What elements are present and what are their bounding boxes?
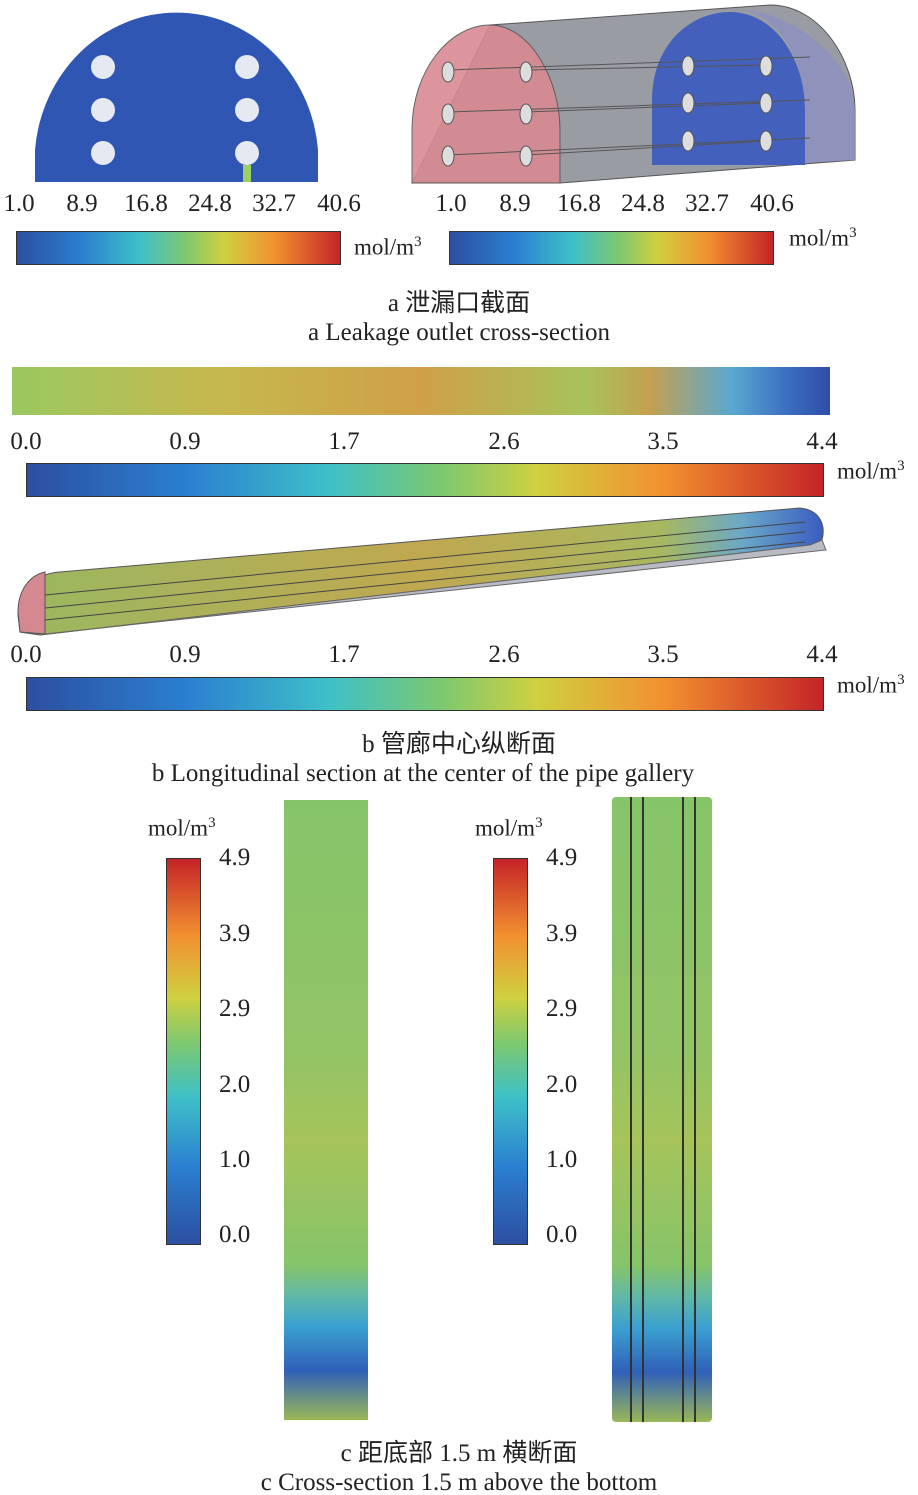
pipe-outline <box>630 797 644 1422</box>
tick-label: 1.0 <box>435 190 467 217</box>
cross-section-contour-right <box>612 797 712 1422</box>
pipe-gallery-3d-view <box>17 507 827 636</box>
tick-label: 8.9 <box>499 190 531 217</box>
caption-b-en: b Longitudinal section at the center of … <box>151 760 695 787</box>
tick-label: 32.7 <box>685 190 729 217</box>
tick-label: 4.9 <box>546 844 578 871</box>
tunnel-3d-view <box>411 4 856 184</box>
tick-label: 16.8 <box>124 190 168 217</box>
tick-label: 2.6 <box>488 428 520 455</box>
tick-label: 4.9 <box>219 844 251 871</box>
tick-label: 4.4 <box>806 428 838 455</box>
tick-label: 2.0 <box>219 1071 251 1098</box>
tick-label: 1.7 <box>328 641 360 668</box>
tick-label: 24.8 <box>621 190 665 217</box>
tick-label: 0.0 <box>546 1221 578 1248</box>
tick-label: 4.4 <box>806 641 838 668</box>
tick-label: 0.0 <box>10 641 42 668</box>
unit-label: mol/m3 <box>354 234 422 260</box>
caption-b-cn: b 管廊中心纵断面 <box>362 731 556 758</box>
tick-label: 0.9 <box>169 428 201 455</box>
tick-label: 0.0 <box>10 428 42 455</box>
tick-label: 2.6 <box>488 641 520 668</box>
tick-label: 8.9 <box>66 190 98 217</box>
caption-a-en: a Leakage outlet cross-section <box>308 319 610 346</box>
caption-c-cn: c 距底部 1.5 m 横断面 <box>340 1440 578 1467</box>
tick-label: 3.9 <box>546 920 578 947</box>
tick-label: 24.8 <box>188 190 232 217</box>
unit-label: mol/m3 <box>837 458 905 484</box>
tick-label: 32.7 <box>252 190 296 217</box>
tick-label: 0.9 <box>169 641 201 668</box>
tick-label: 1.0 <box>219 1146 251 1173</box>
colorbar <box>26 463 824 497</box>
panel-a-contours <box>35 4 856 184</box>
tick-label: 2.0 <box>546 1071 578 1098</box>
unit-label: mol/m3 <box>475 815 543 841</box>
caption-a-cn: a 泄漏口截面 <box>387 290 531 317</box>
colorbar <box>16 231 341 265</box>
tick-label: 2.9 <box>546 995 578 1022</box>
colorbar <box>26 677 824 711</box>
colorbar <box>493 858 528 1245</box>
unit-label: mol/m3 <box>148 815 216 841</box>
caption-c-en: c Cross-section 1.5 m above the bottom <box>260 1469 658 1495</box>
tick-label: 2.9 <box>219 995 251 1022</box>
cross-section-contour-left <box>284 800 368 1420</box>
unit-label: mol/m3 <box>789 225 857 251</box>
tick-label: 1.7 <box>328 428 360 455</box>
tick-label: 3.9 <box>219 920 251 947</box>
tick-label: 1.0 <box>546 1146 578 1173</box>
tick-label: 1.0 <box>3 190 35 217</box>
tick-label: 16.8 <box>557 190 601 217</box>
tick-label: 40.6 <box>750 190 794 217</box>
pipe-outline <box>682 797 696 1422</box>
tick-label: 0.0 <box>219 1221 251 1248</box>
tick-label: 3.5 <box>647 428 679 455</box>
tick-label: 3.5 <box>647 641 679 668</box>
colorbar <box>449 231 774 265</box>
unit-label: mol/m3 <box>837 672 905 698</box>
tick-label: 40.6 <box>317 190 361 217</box>
cross-section-contour <box>35 12 318 182</box>
longitudinal-section-contour <box>12 367 830 415</box>
colorbar <box>166 858 201 1245</box>
